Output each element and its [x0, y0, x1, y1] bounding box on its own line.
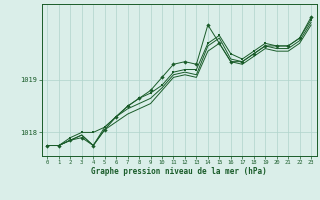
X-axis label: Graphe pression niveau de la mer (hPa): Graphe pression niveau de la mer (hPa) [91, 167, 267, 176]
